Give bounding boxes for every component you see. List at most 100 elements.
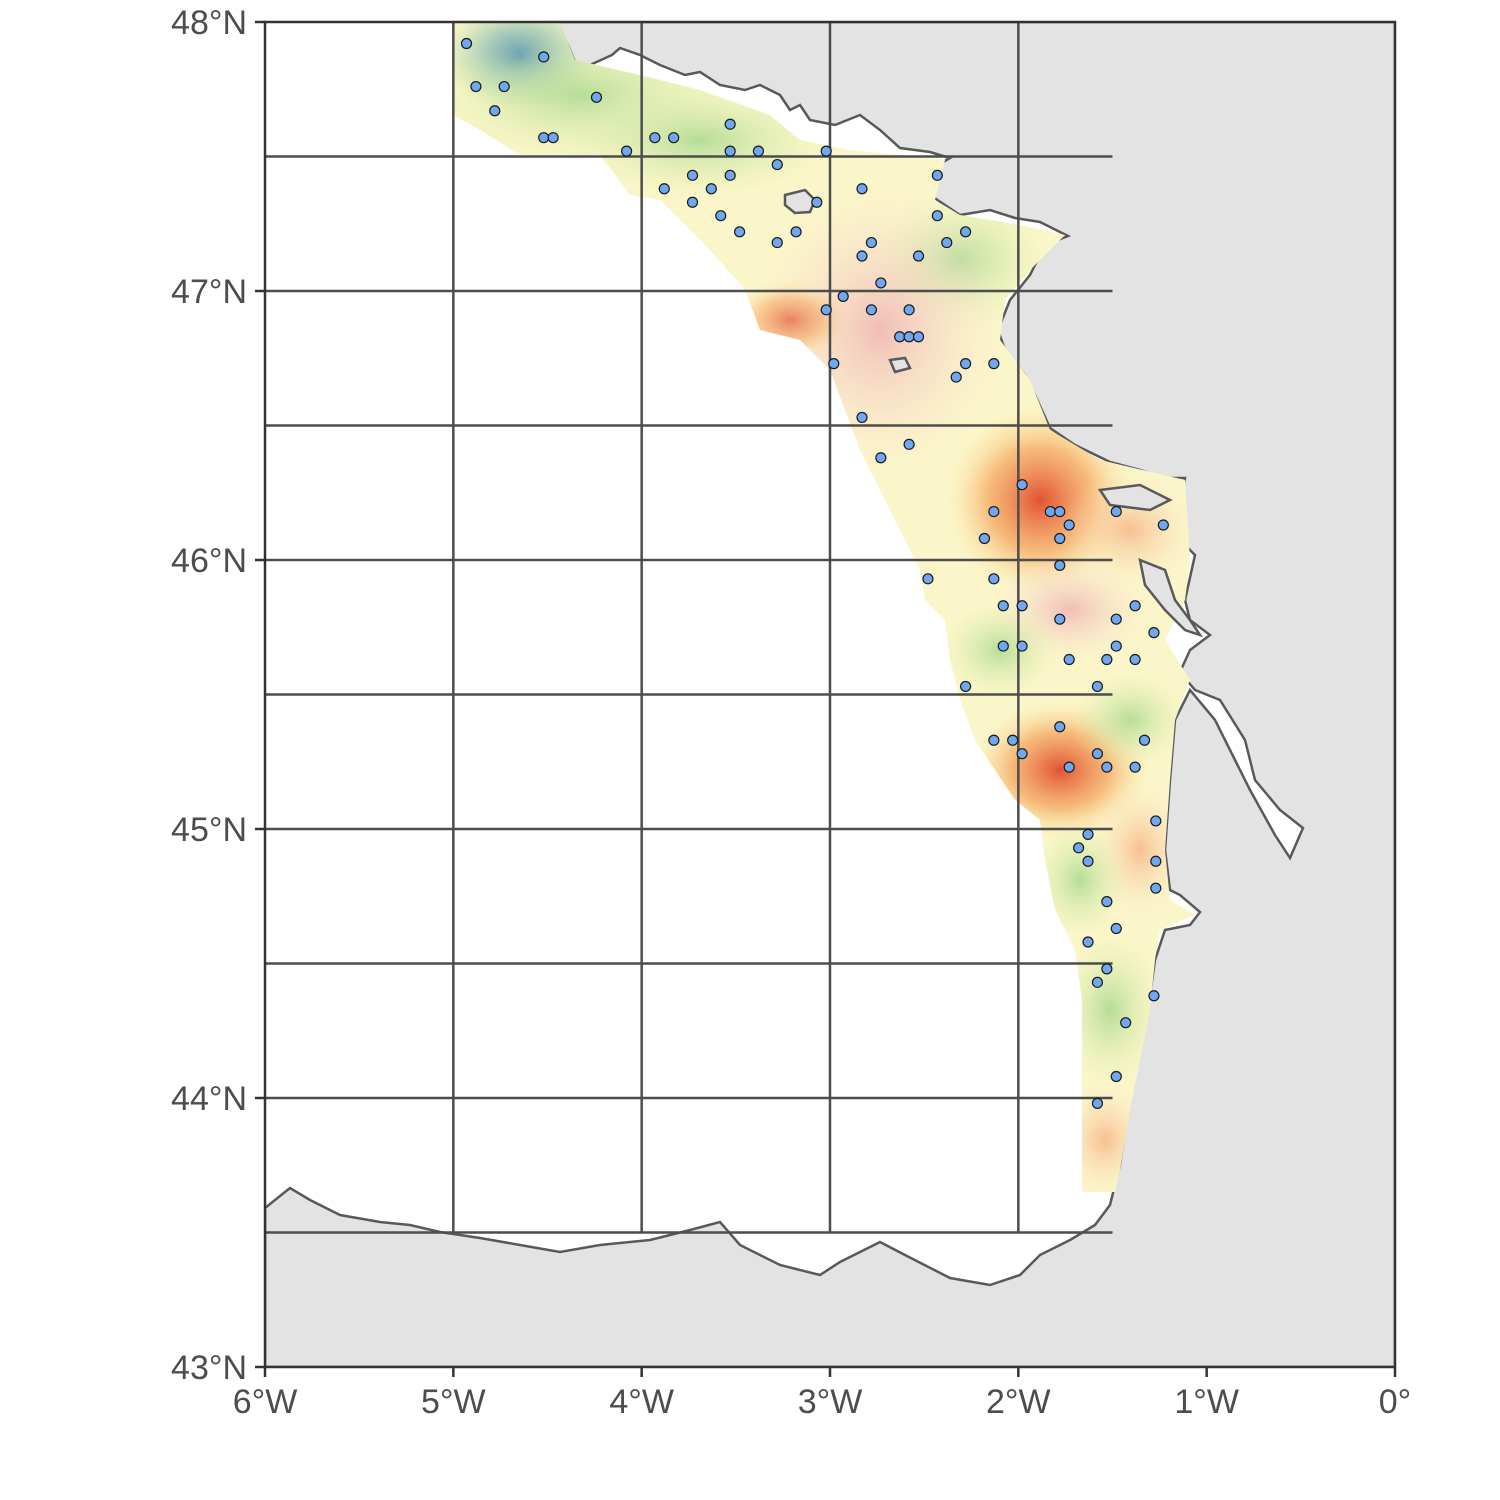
- station-point: [538, 51, 550, 63]
- station-point: [590, 91, 603, 103]
- station-point: [865, 236, 878, 249]
- station-point: [856, 250, 868, 262]
- station-point: [715, 210, 727, 222]
- x-tick-label: 1°W: [1174, 1383, 1239, 1421]
- station-point: [1054, 559, 1066, 571]
- station-point: [1054, 532, 1066, 545]
- station-point: [1063, 761, 1075, 773]
- station-point: [959, 226, 972, 238]
- station-point: [1110, 1070, 1122, 1083]
- station-point: [820, 145, 832, 157]
- station-point: [875, 277, 887, 289]
- station-point: [1063, 653, 1075, 666]
- station-point: [1101, 761, 1113, 773]
- y-tick-label: 45°N: [171, 811, 247, 849]
- station-point: [988, 358, 1000, 370]
- station-point: [931, 210, 943, 222]
- station-point: [1148, 627, 1160, 639]
- green-zone-landes: [1030, 820, 1130, 940]
- station-point: [959, 358, 972, 370]
- station-point: [1101, 653, 1113, 666]
- green-zone-landes-south: [1055, 930, 1165, 1090]
- station-point: [1054, 613, 1066, 625]
- station-point: [820, 304, 832, 316]
- station-point: [1148, 990, 1160, 1002]
- station-point: [894, 331, 906, 343]
- y-tick-label: 47°N: [171, 273, 247, 311]
- station-point: [1016, 640, 1028, 652]
- x-tick-label: 6°W: [233, 1383, 298, 1421]
- station-point: [988, 505, 1000, 518]
- station-point: [811, 196, 823, 208]
- island-re: [1097, 483, 1173, 512]
- x-axis: 6°W 5°W 4°W 3°W 2°W 1°W 0°: [233, 1367, 1412, 1421]
- station-point: [912, 250, 925, 262]
- station-point: [771, 158, 783, 171]
- land-france: [265, 22, 1395, 1367]
- station-point: [922, 573, 934, 585]
- station-point: [724, 118, 736, 130]
- x-tick-label: 0°: [1379, 1383, 1412, 1421]
- sampling-stations: [460, 37, 1169, 1109]
- station-point: [1091, 748, 1104, 760]
- station-point: [959, 680, 972, 693]
- station-point: [470, 80, 482, 93]
- land-layer: [265, 22, 1395, 1367]
- station-point: [1007, 734, 1019, 746]
- station-point: [1091, 680, 1104, 693]
- station-point: [903, 331, 915, 343]
- graticule: [265, 22, 1113, 1234]
- station-point: [1016, 748, 1028, 760]
- x-tick-label: 4°W: [609, 1383, 674, 1421]
- station-point: [724, 169, 736, 181]
- station-point: [1016, 600, 1028, 612]
- station-point: [649, 132, 661, 144]
- station-point: [988, 734, 1000, 746]
- station-point: [733, 226, 746, 238]
- island-belle-ile: [783, 188, 817, 215]
- station-point: [1129, 761, 1141, 773]
- station-point: [1110, 613, 1122, 625]
- station-point: [1150, 882, 1162, 894]
- y-tick-label: 44°N: [171, 1080, 247, 1118]
- station-point: [686, 196, 699, 208]
- x-tick-label: 2°W: [986, 1383, 1051, 1421]
- station-point: [724, 145, 736, 157]
- station-point: [1157, 519, 1169, 531]
- station-point: [856, 411, 868, 424]
- station-point: [950, 371, 962, 383]
- station-point: [1129, 600, 1141, 612]
- station-point: [1082, 936, 1094, 948]
- station-point: [1072, 842, 1085, 854]
- station-point: [978, 532, 991, 545]
- station-point: [771, 236, 783, 249]
- station-point: [1016, 479, 1028, 491]
- station-point: [538, 132, 550, 144]
- station-point: [997, 640, 1009, 652]
- x-tick-label: 3°W: [798, 1383, 863, 1421]
- station-point: [790, 226, 802, 238]
- station-point: [705, 183, 717, 195]
- green-zone-gironde-coast: [1070, 670, 1190, 770]
- station-point: [752, 145, 765, 157]
- station-point: [1082, 855, 1094, 867]
- station-point: [903, 304, 915, 316]
- station-point: [1101, 963, 1113, 975]
- station-point: [865, 304, 878, 316]
- station-point: [1138, 734, 1151, 746]
- station-point: [1150, 815, 1162, 827]
- y-tick-label: 43°N: [171, 1349, 247, 1387]
- station-point: [997, 600, 1009, 612]
- station-point: [1150, 855, 1162, 867]
- station-point: [1091, 1097, 1104, 1109]
- station-point: [828, 358, 840, 370]
- station-point: [1110, 640, 1122, 652]
- station-point: [547, 132, 559, 144]
- station-point: [1063, 519, 1075, 531]
- station-point: [941, 236, 953, 249]
- station-point: [1091, 976, 1104, 988]
- y-axis: 48°N 47°N 46°N 45°N 44°N 43°N: [171, 4, 265, 1387]
- station-point: [460, 37, 473, 50]
- station-point: [668, 132, 680, 144]
